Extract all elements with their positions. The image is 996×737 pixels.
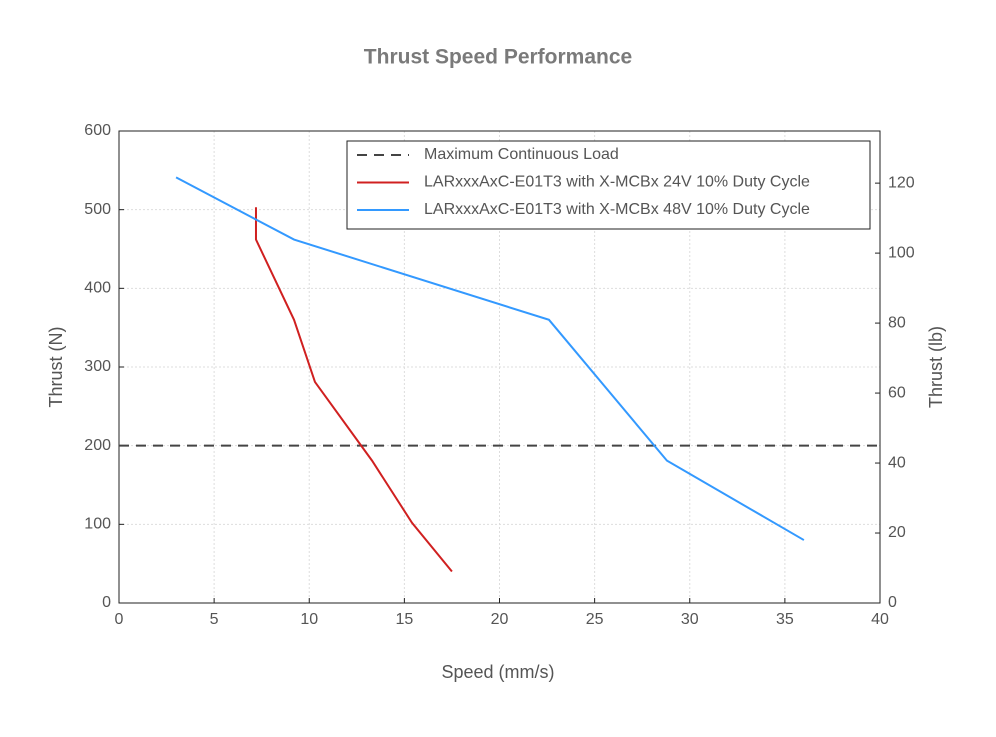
legend-label: LARxxxAxC-E01T3 with X-MCBx 48V 10% Duty… [424, 201, 810, 218]
series-line [254, 207, 453, 573]
legend-label: Maximum Continuous Load [424, 146, 619, 163]
y-tick-label: 500 [84, 201, 111, 218]
x-tick-label: 35 [776, 611, 794, 628]
y2-tick-label: 80 [888, 314, 906, 331]
legend-label: LARxxxAxC-E01T3 with X-MCBx 24V 10% Duty… [424, 174, 810, 191]
y2-tick-label: 120 [888, 174, 915, 191]
y2-tick-label: 100 [888, 244, 915, 261]
x-tick-label: 30 [681, 611, 699, 628]
y-tick-label: 200 [84, 437, 111, 454]
y2-tick-label: 40 [888, 454, 906, 471]
x-tick-label: 25 [586, 611, 604, 628]
x-tick-label: 0 [115, 611, 124, 628]
x-axis-label: Speed (mm/s) [441, 662, 554, 682]
series-line [175, 176, 805, 541]
y-tick-label: 400 [84, 280, 111, 297]
plot-frame [118, 130, 881, 604]
x-tick-label: 5 [210, 611, 219, 628]
y2-axis-label: Thrust (lb) [926, 326, 946, 408]
x-tick-label: 20 [491, 611, 509, 628]
legend-box [346, 140, 871, 230]
y-tick-label: 0 [102, 594, 111, 611]
x-tick-label: 40 [871, 611, 889, 628]
y-tick-label: 600 [84, 122, 111, 139]
y-axis-label: Thrust (N) [46, 327, 66, 408]
y-tick-label: 300 [84, 358, 111, 375]
y2-tick-label: 0 [888, 594, 897, 611]
y2-tick-label: 60 [888, 384, 906, 401]
y-tick-label: 100 [84, 516, 111, 533]
x-tick-label: 10 [300, 611, 318, 628]
y2-tick-label: 20 [888, 524, 906, 541]
chart-title: Thrust Speed Performance [364, 46, 632, 69]
x-tick-label: 15 [395, 611, 413, 628]
